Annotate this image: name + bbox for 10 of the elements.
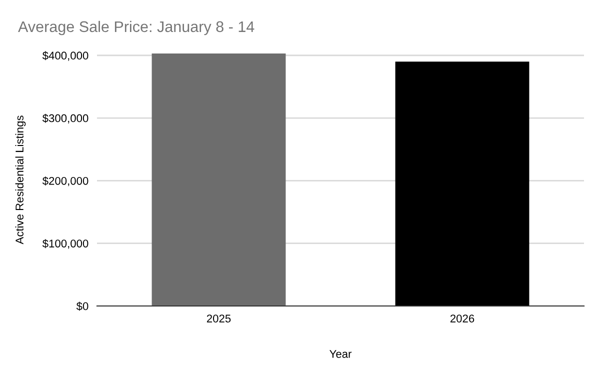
x-tick-label: 2025 [206, 314, 231, 322]
chart-title: Average Sale Price: January 8 - 14 [18, 20, 254, 36]
y-tick-label: $200,000 [42, 176, 88, 186]
y-tick-label: $100,000 [42, 239, 88, 249]
x-tick-label: 2026 [450, 314, 474, 322]
y-tick-label: $0 [76, 302, 88, 311]
y-axis-title: Active Residential Listings [15, 116, 26, 244]
y-tick-label: $400,000 [42, 51, 88, 61]
y-tick-label: $300,000 [42, 114, 88, 124]
x-axis-title: Year [330, 350, 352, 358]
